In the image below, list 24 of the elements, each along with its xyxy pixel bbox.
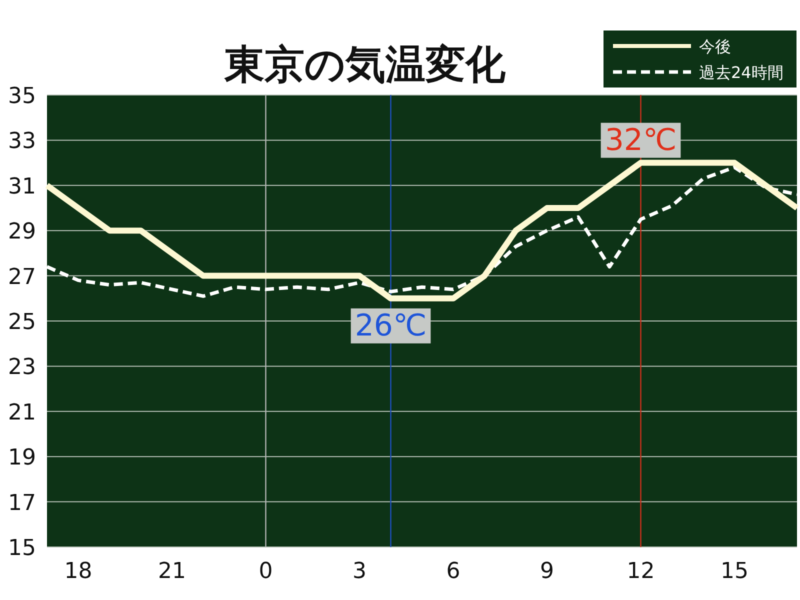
y-tick-label: 25 bbox=[8, 310, 36, 335]
y-tick-label: 27 bbox=[8, 264, 36, 290]
x-tick-label: 15 bbox=[720, 559, 748, 584]
y-tick-label: 15 bbox=[8, 536, 36, 561]
x-tick-label: 3 bbox=[352, 559, 366, 584]
y-tick-label: 31 bbox=[8, 174, 36, 200]
x-tick-label: 0 bbox=[258, 559, 273, 584]
y-tick-label: 33 bbox=[8, 129, 36, 154]
chart-title: 東京の気温変化 bbox=[224, 42, 506, 88]
legend-label: 過去24時間 bbox=[699, 63, 784, 82]
y-tick-label: 19 bbox=[8, 446, 36, 471]
y-tick-label: 23 bbox=[8, 355, 36, 380]
y-tick-label: 21 bbox=[8, 400, 36, 426]
x-tick-label: 9 bbox=[540, 559, 554, 584]
y-tick-label: 17 bbox=[8, 490, 36, 516]
x-tick-label: 6 bbox=[446, 559, 460, 584]
annotation: 32℃ bbox=[604, 122, 677, 158]
annotation: 26℃ bbox=[354, 308, 427, 344]
y-tick-label: 35 bbox=[8, 84, 36, 109]
x-tick-label: 12 bbox=[626, 559, 655, 584]
y-tick-label: 29 bbox=[8, 220, 36, 245]
x-tick-label: 18 bbox=[64, 559, 92, 584]
x-tick-label: 21 bbox=[158, 559, 186, 584]
legend-label: 今後 bbox=[699, 37, 731, 56]
